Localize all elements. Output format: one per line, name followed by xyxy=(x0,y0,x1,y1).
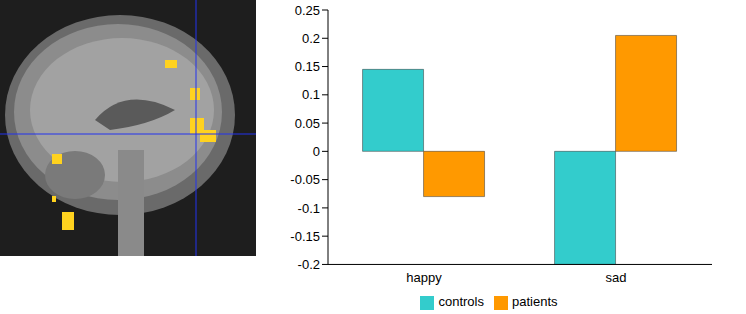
html-text:controls: controls xyxy=(438,294,484,310)
svg-text:-0.05: -0.05 xyxy=(290,172,320,187)
svg-text:sad: sad xyxy=(606,270,627,285)
svg-text:0: 0 xyxy=(313,144,320,159)
svg-text:0.15: 0.15 xyxy=(295,59,320,74)
svg-text:-0.15: -0.15 xyxy=(290,229,320,244)
svg-text:0.05: 0.05 xyxy=(295,116,320,131)
svg-text:0.2: 0.2 xyxy=(302,31,320,46)
html-text:patients: patients xyxy=(512,294,558,310)
svg-text:-0.1: -0.1 xyxy=(298,201,320,216)
svg-text:0.1: 0.1 xyxy=(302,87,320,102)
svg-text:-0.2: -0.2 xyxy=(298,257,320,272)
svg-text:0.25: 0.25 xyxy=(295,3,320,18)
svg-text:happy: happy xyxy=(406,270,442,285)
